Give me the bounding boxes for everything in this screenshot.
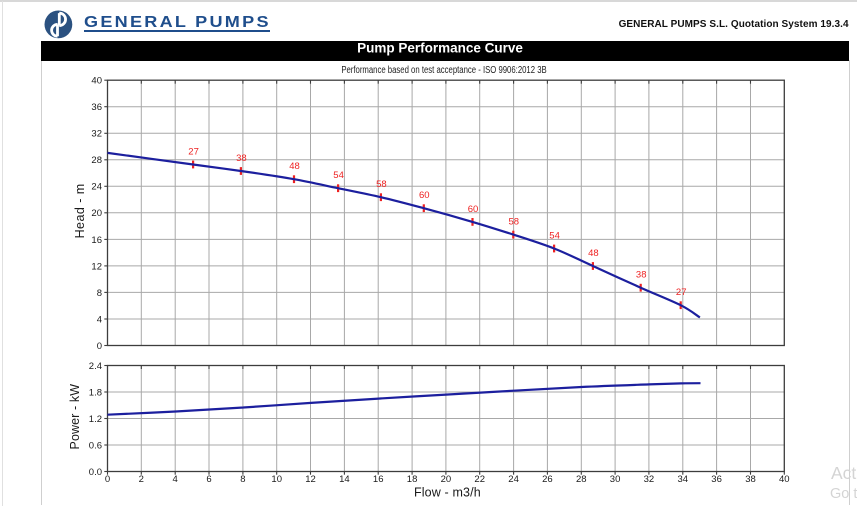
svg-text:28: 28: [576, 474, 587, 485]
svg-text:0: 0: [105, 474, 110, 485]
svg-text:34: 34: [678, 474, 689, 485]
svg-text:28: 28: [91, 155, 102, 166]
svg-text:Pump Performance Curve: Pump Performance Curve: [357, 41, 523, 56]
svg-text:14: 14: [339, 474, 350, 485]
svg-text:1.8: 1.8: [89, 387, 102, 398]
svg-text:12: 12: [91, 261, 102, 272]
svg-text:27: 27: [188, 147, 199, 158]
svg-text:38: 38: [236, 153, 247, 164]
svg-text:22: 22: [474, 474, 485, 485]
svg-text:Performance based on test acce: Performance based on test acceptance - I…: [341, 64, 546, 75]
svg-text:30: 30: [610, 474, 621, 485]
svg-text:18: 18: [407, 474, 418, 485]
svg-text:32: 32: [644, 474, 655, 485]
svg-text:4: 4: [173, 474, 178, 485]
svg-text:20: 20: [91, 208, 102, 219]
svg-text:2.4: 2.4: [89, 361, 102, 372]
svg-text:27: 27: [676, 287, 687, 298]
svg-text:16: 16: [91, 235, 102, 246]
svg-text:0.6: 0.6: [89, 440, 102, 451]
svg-text:26: 26: [542, 474, 553, 485]
svg-text:8: 8: [97, 288, 102, 299]
svg-text:8: 8: [240, 474, 245, 485]
svg-text:38: 38: [745, 474, 756, 485]
svg-text:36: 36: [711, 474, 722, 485]
svg-text:Flow - m3/h: Flow - m3/h: [414, 485, 481, 499]
svg-text:16: 16: [373, 474, 384, 485]
svg-text:10: 10: [271, 474, 282, 485]
svg-text:24: 24: [91, 182, 102, 193]
svg-text:58: 58: [509, 217, 520, 228]
svg-text:1.2: 1.2: [89, 414, 102, 425]
svg-text:6: 6: [206, 474, 211, 485]
svg-text:38: 38: [636, 270, 647, 281]
svg-text:54: 54: [333, 170, 344, 181]
svg-text:60: 60: [419, 190, 430, 201]
svg-text:20: 20: [441, 474, 452, 485]
svg-text:0: 0: [97, 341, 102, 352]
svg-text:40: 40: [91, 76, 102, 87]
svg-text:2: 2: [139, 474, 144, 485]
svg-text:58: 58: [376, 179, 387, 190]
svg-text:48: 48: [289, 161, 300, 172]
svg-text:40: 40: [779, 474, 790, 485]
svg-text:32: 32: [91, 129, 102, 140]
svg-text:Power - kW: Power - kW: [68, 384, 82, 450]
svg-text:4: 4: [97, 314, 102, 325]
svg-text:48: 48: [588, 248, 599, 259]
svg-text:60: 60: [468, 204, 479, 215]
svg-text:36: 36: [91, 102, 102, 113]
svg-text:Head - m: Head - m: [73, 183, 87, 238]
svg-text:12: 12: [305, 474, 316, 485]
svg-text:54: 54: [549, 231, 560, 242]
svg-text:0.0: 0.0: [89, 467, 102, 478]
svg-text:24: 24: [508, 474, 519, 485]
